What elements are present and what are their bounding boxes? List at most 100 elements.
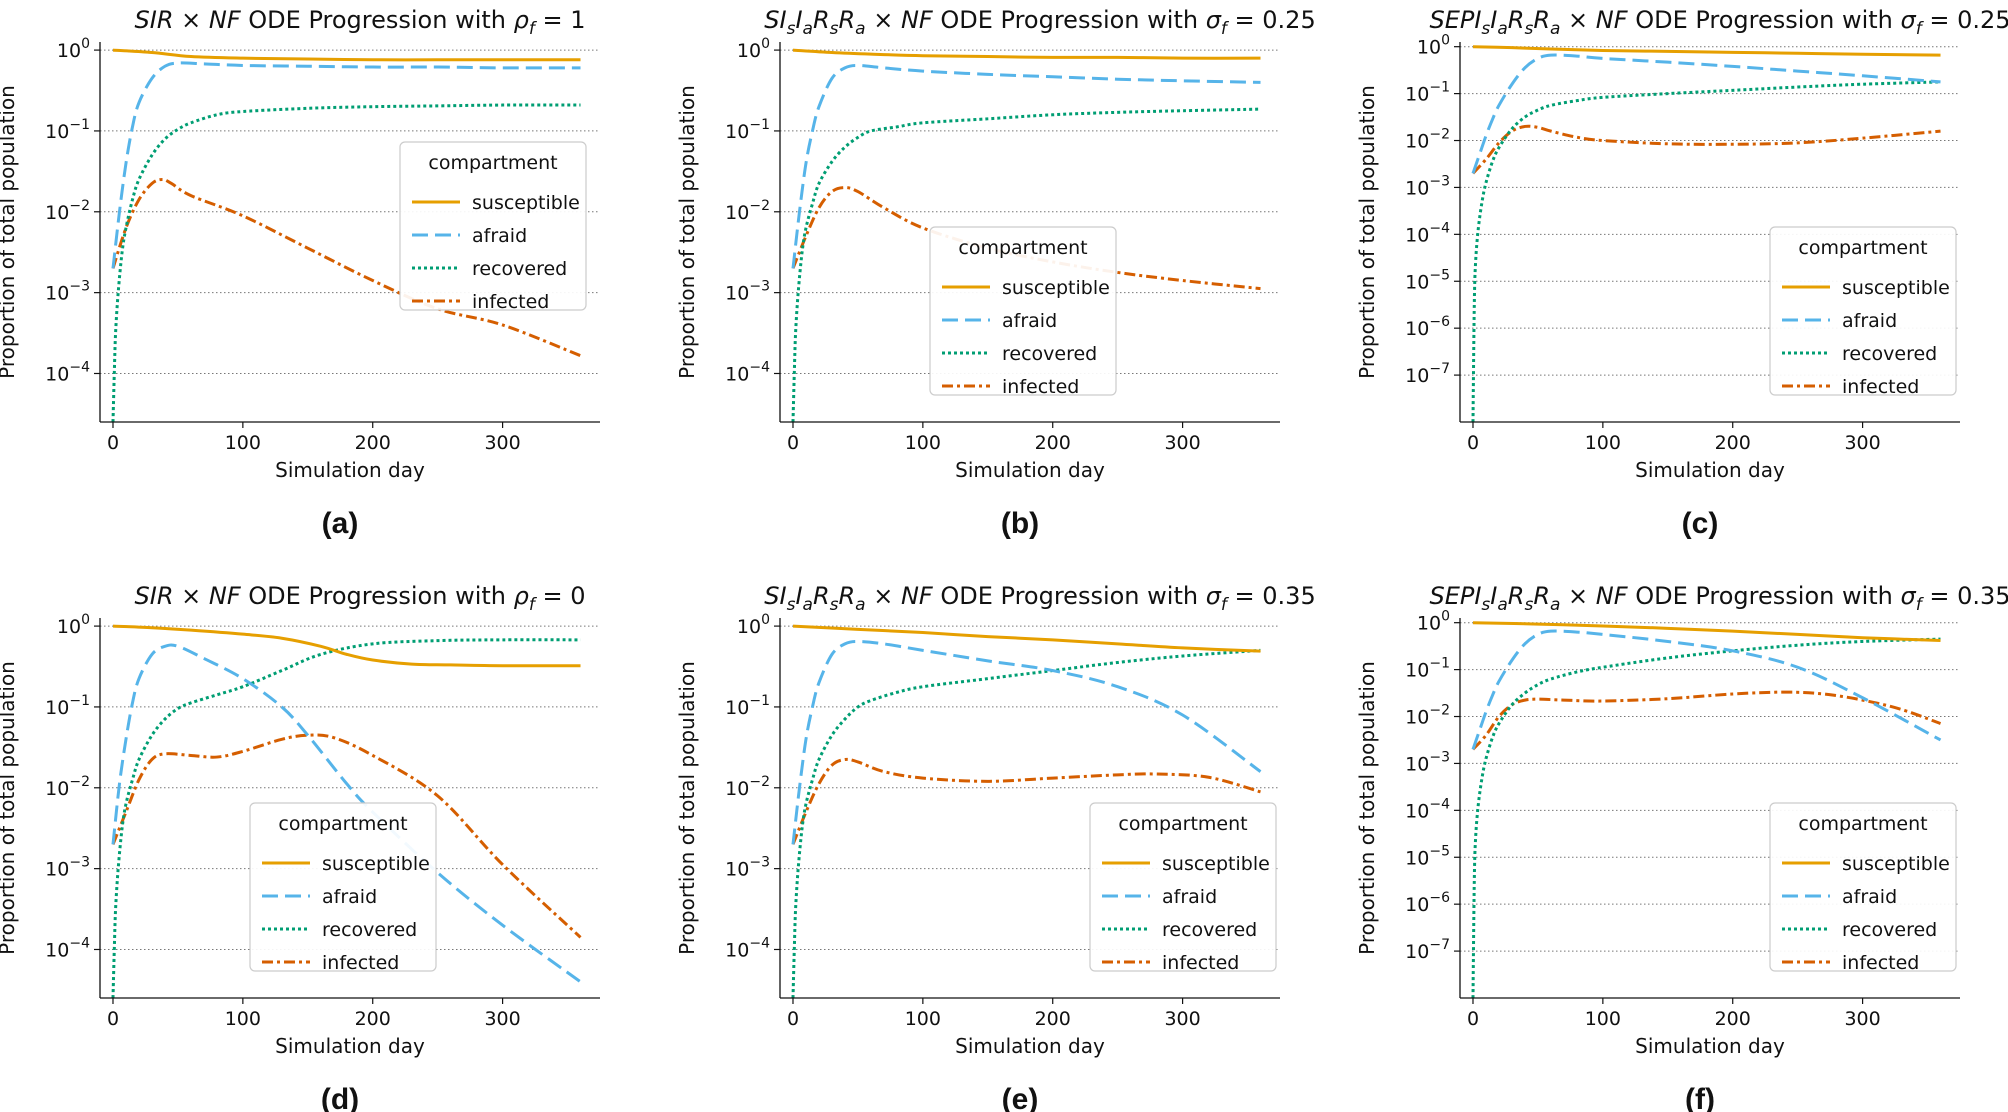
y-tick-label: 10−4 xyxy=(725,935,770,961)
y-tick-label: 100 xyxy=(737,612,770,638)
legend-label-susceptible: susceptible xyxy=(1002,277,1110,299)
legend-box xyxy=(399,141,587,311)
series-line-afraid xyxy=(791,639,1262,845)
panel-label: (e) xyxy=(1002,1083,1039,1112)
legend-label-recovered: recovered xyxy=(1842,343,1937,365)
legend-title: compartment xyxy=(958,237,1087,259)
legend-label-recovered: recovered xyxy=(1162,919,1257,941)
chart-title: SIR × NF ODE Progression with ρf = 1 xyxy=(135,6,586,39)
panel-label: (b) xyxy=(1001,507,1039,540)
y-tick-label: 10−1 xyxy=(725,117,770,143)
panel-d: 0 100 200 300 10−4 10−3 10−2 10−1 100 Simulation … xyxy=(0,582,600,1112)
legend-box xyxy=(929,226,1117,396)
x-axis-label: Simulation day xyxy=(275,1034,425,1058)
legend-box xyxy=(249,802,437,972)
series-line-susceptible xyxy=(792,48,1261,60)
panel-b: 0 100 200 300 10−4 10−3 10−2 10−1 100 Simulation … xyxy=(675,6,1316,540)
y-tick-label: 10−1 xyxy=(725,693,770,719)
x-tick-label: 300 xyxy=(484,1008,520,1030)
y-tick-label: 10−1 xyxy=(1405,80,1450,106)
legend-label-recovered: recovered xyxy=(1842,919,1937,941)
x-tick-label: 300 xyxy=(1844,1008,1880,1030)
series-line-afraid xyxy=(1471,53,1941,174)
legend-title: compartment xyxy=(1118,813,1247,835)
x-tick-label: 300 xyxy=(1164,432,1200,454)
y-tick-label: 10−4 xyxy=(45,359,90,385)
y-tick-label: 10−4 xyxy=(1405,796,1450,822)
series-line-recovered xyxy=(791,107,1261,422)
panel-label: (a) xyxy=(322,507,359,540)
series-line-susceptible xyxy=(792,624,1261,653)
legend-box xyxy=(1769,226,1957,396)
y-tick-label: 10−1 xyxy=(45,693,90,719)
x-tick-label: 200 xyxy=(1715,432,1751,454)
y-tick-label: 10−4 xyxy=(1405,220,1450,246)
y-axis-label: Proportion of total population xyxy=(0,661,19,955)
series-line-infected xyxy=(791,757,1261,845)
legend-label-afraid: afraid xyxy=(472,225,527,247)
y-tick-label: 10−2 xyxy=(1405,703,1450,729)
series-line-afraid xyxy=(111,643,582,984)
legend-label-infected: infected xyxy=(1162,952,1239,974)
y-tick-label: 10−2 xyxy=(725,774,770,800)
y-tick-label: 10−7 xyxy=(1405,361,1450,387)
series-line-susceptible xyxy=(1472,45,1941,57)
x-tick-label: 200 xyxy=(355,432,391,454)
legend-title: compartment xyxy=(1798,813,1927,835)
series-line-susceptible xyxy=(112,624,581,668)
legend-box xyxy=(1089,802,1277,972)
y-axis-label: Proportion of total population xyxy=(0,85,19,379)
y-tick-label: 10−7 xyxy=(1405,937,1450,963)
series-line-afraid xyxy=(791,63,1261,269)
series-line-susceptible xyxy=(112,48,581,62)
y-tick-label: 100 xyxy=(737,36,770,62)
legend-label-recovered: recovered xyxy=(322,919,417,941)
x-tick-label: 200 xyxy=(1715,1008,1751,1030)
legend-label-susceptible: susceptible xyxy=(322,853,430,875)
legend-title: compartment xyxy=(1798,237,1927,259)
series-line-recovered xyxy=(111,103,581,422)
y-tick-label: 10−4 xyxy=(45,935,90,961)
x-tick-label: 0 xyxy=(107,432,119,454)
legend-label-recovered: recovered xyxy=(472,258,567,280)
series-line-recovered xyxy=(1471,80,1941,422)
panel-e: 0 100 200 300 10−4 10−3 10−2 10−1 100 Simulation … xyxy=(675,582,1316,1112)
legend-label-susceptible: susceptible xyxy=(1842,277,1950,299)
legend-title: compartment xyxy=(278,813,407,835)
y-tick-label: 10−3 xyxy=(725,855,770,881)
x-axis-label: Simulation day xyxy=(955,458,1105,482)
x-tick-label: 200 xyxy=(355,1008,391,1030)
x-tick-label: 100 xyxy=(225,1008,261,1030)
x-tick-label: 0 xyxy=(1467,432,1479,454)
y-tick-label: 100 xyxy=(1417,33,1450,59)
legend-label-afraid: afraid xyxy=(1002,310,1057,332)
y-tick-label: 10−3 xyxy=(45,855,90,881)
legend-title: compartment xyxy=(428,152,557,174)
series-line-afraid xyxy=(1471,629,1942,750)
x-axis-label: Simulation day xyxy=(275,458,425,482)
x-tick-label: 300 xyxy=(1844,432,1880,454)
chart-title: SIsIaRsRa × NF ODE Progression with σf =… xyxy=(764,6,1315,39)
series-line-infected xyxy=(1471,124,1941,175)
y-axis-label: Proportion of total population xyxy=(675,661,699,955)
y-tick-label: 10−6 xyxy=(1405,314,1450,340)
chart-title: SEPIsIaRsRa × NF ODE Progression with σf… xyxy=(1429,582,2008,615)
legend-label-infected: infected xyxy=(1002,376,1079,398)
x-tick-label: 200 xyxy=(1035,432,1071,454)
legend-label-infected: infected xyxy=(322,952,399,974)
x-tick-label: 200 xyxy=(1035,1008,1071,1030)
y-tick-label: 10−5 xyxy=(1405,267,1450,293)
x-axis-label: Simulation day xyxy=(1635,458,1785,482)
panel-label: (f) xyxy=(1685,1083,1715,1112)
panel-f: 0 100 200 300 10−7 10−6 10−5 10−4 10−3 10−2 10−1 10… xyxy=(1355,582,2008,1112)
y-tick-label: 10−1 xyxy=(1405,656,1450,682)
series-line-recovered xyxy=(111,638,581,998)
y-tick-label: 10−3 xyxy=(1405,173,1450,199)
y-tick-label: 100 xyxy=(57,36,90,62)
x-tick-label: 300 xyxy=(484,432,520,454)
legend-label-afraid: afraid xyxy=(1842,310,1897,332)
x-axis-label: Simulation day xyxy=(1635,1034,1785,1058)
y-tick-label: 10−2 xyxy=(45,198,90,224)
y-tick-label: 10−2 xyxy=(725,198,770,224)
